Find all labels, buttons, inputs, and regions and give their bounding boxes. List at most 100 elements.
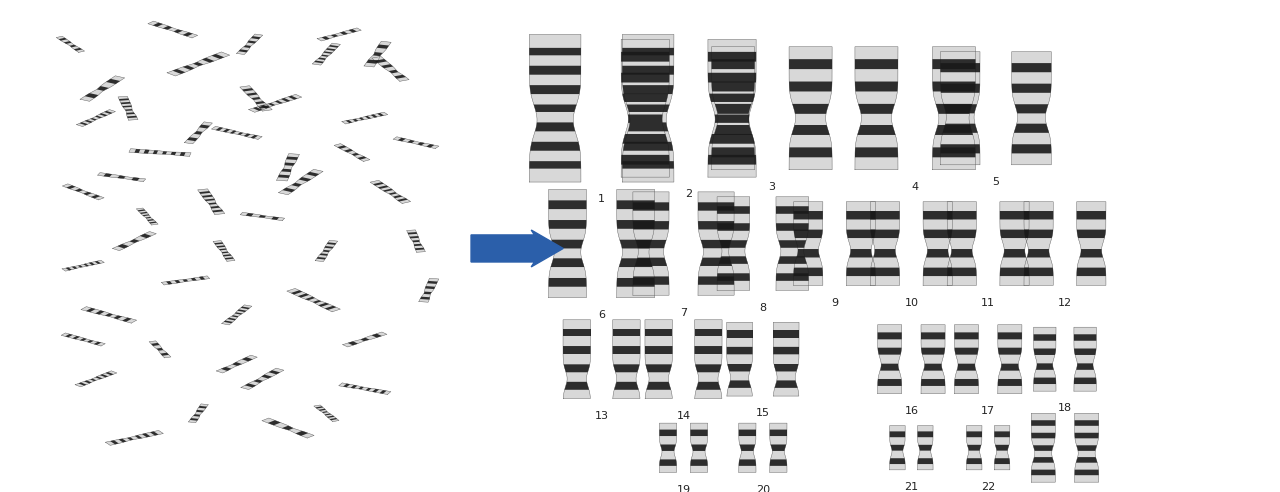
Polygon shape: [943, 104, 977, 113]
Polygon shape: [932, 59, 975, 69]
Polygon shape: [344, 149, 353, 152]
Polygon shape: [237, 34, 262, 55]
Polygon shape: [717, 223, 750, 231]
Polygon shape: [212, 210, 223, 213]
Polygon shape: [97, 86, 109, 91]
Text: 14: 14: [676, 411, 691, 421]
Text: 2: 2: [685, 189, 692, 199]
Polygon shape: [76, 371, 116, 387]
Polygon shape: [529, 34, 581, 182]
Polygon shape: [1011, 52, 1051, 165]
Polygon shape: [1014, 123, 1050, 133]
Polygon shape: [358, 118, 365, 120]
Polygon shape: [769, 423, 787, 472]
Polygon shape: [922, 325, 945, 394]
Polygon shape: [134, 149, 141, 153]
Polygon shape: [690, 460, 708, 466]
Polygon shape: [83, 192, 92, 195]
Polygon shape: [846, 230, 876, 238]
Polygon shape: [348, 29, 357, 32]
Text: 5: 5: [992, 177, 1000, 187]
Polygon shape: [739, 460, 756, 466]
Polygon shape: [691, 444, 707, 451]
Polygon shape: [1032, 420, 1055, 426]
Polygon shape: [613, 320, 640, 399]
Polygon shape: [424, 292, 431, 294]
Polygon shape: [381, 64, 393, 68]
Polygon shape: [320, 253, 328, 256]
Polygon shape: [613, 346, 640, 354]
Polygon shape: [776, 273, 809, 281]
Polygon shape: [315, 240, 338, 262]
Polygon shape: [282, 169, 291, 172]
Polygon shape: [202, 58, 214, 62]
Polygon shape: [794, 211, 823, 219]
Polygon shape: [1036, 364, 1053, 370]
Polygon shape: [120, 102, 131, 104]
Polygon shape: [788, 148, 832, 157]
Polygon shape: [1076, 364, 1094, 370]
Polygon shape: [232, 362, 242, 366]
Polygon shape: [623, 85, 673, 94]
Text: 7: 7: [680, 308, 687, 317]
Polygon shape: [366, 388, 371, 391]
Polygon shape: [563, 329, 590, 337]
Polygon shape: [712, 148, 755, 157]
Polygon shape: [717, 206, 750, 214]
Polygon shape: [150, 221, 156, 223]
Polygon shape: [183, 32, 193, 36]
Polygon shape: [314, 405, 339, 422]
Polygon shape: [922, 348, 945, 355]
Polygon shape: [100, 113, 108, 116]
Polygon shape: [621, 155, 669, 165]
Polygon shape: [74, 188, 83, 192]
Polygon shape: [717, 273, 750, 281]
Polygon shape: [995, 445, 1009, 451]
Polygon shape: [225, 257, 234, 259]
Polygon shape: [623, 142, 673, 151]
Polygon shape: [550, 258, 584, 267]
Polygon shape: [966, 431, 982, 437]
Polygon shape: [246, 92, 257, 96]
Polygon shape: [1033, 445, 1053, 451]
Polygon shape: [284, 162, 294, 166]
Polygon shape: [1074, 348, 1096, 355]
Polygon shape: [1074, 334, 1096, 341]
Polygon shape: [858, 125, 896, 135]
Polygon shape: [325, 414, 332, 415]
Polygon shape: [241, 307, 250, 309]
Polygon shape: [530, 85, 580, 94]
Polygon shape: [794, 202, 823, 285]
Polygon shape: [955, 325, 978, 394]
Polygon shape: [77, 110, 115, 126]
Text: 15: 15: [756, 408, 769, 418]
Polygon shape: [891, 445, 905, 451]
Polygon shape: [859, 104, 895, 114]
Polygon shape: [394, 75, 406, 79]
Polygon shape: [529, 48, 581, 55]
Polygon shape: [148, 341, 172, 358]
Polygon shape: [632, 202, 669, 211]
Polygon shape: [955, 333, 978, 339]
Polygon shape: [923, 364, 942, 370]
Text: 4: 4: [911, 182, 919, 192]
Polygon shape: [81, 307, 137, 323]
Text: 18: 18: [1057, 403, 1073, 413]
Polygon shape: [621, 52, 669, 62]
Polygon shape: [739, 430, 756, 436]
Polygon shape: [278, 175, 289, 178]
Polygon shape: [142, 215, 150, 216]
Polygon shape: [223, 254, 232, 256]
Polygon shape: [86, 308, 96, 312]
Polygon shape: [873, 249, 896, 257]
Polygon shape: [127, 116, 137, 118]
Polygon shape: [56, 36, 84, 53]
Polygon shape: [163, 151, 166, 154]
Polygon shape: [321, 55, 329, 57]
Polygon shape: [855, 82, 897, 92]
Polygon shape: [84, 120, 92, 123]
Polygon shape: [237, 309, 246, 312]
Polygon shape: [870, 230, 900, 238]
Polygon shape: [200, 124, 210, 128]
Polygon shape: [296, 431, 308, 436]
